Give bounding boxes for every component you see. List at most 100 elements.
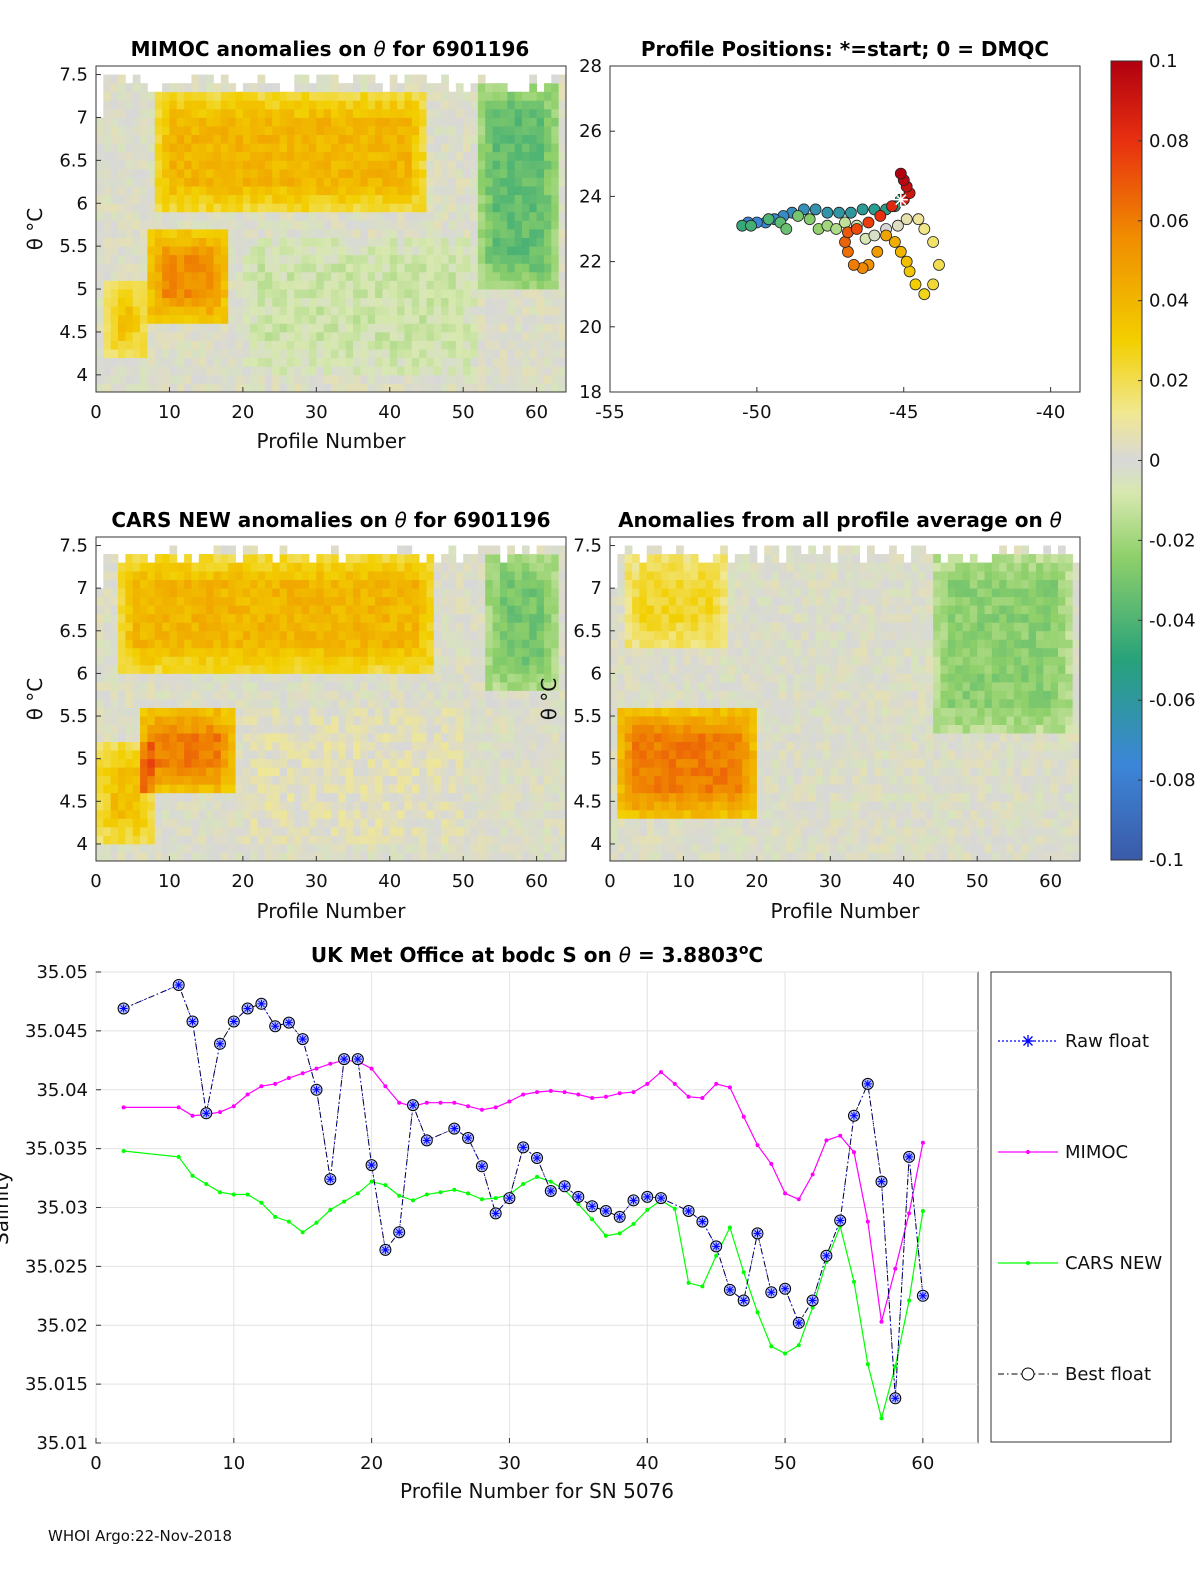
- heatmap-cell: [448, 775, 457, 785]
- heatmap-cell: [507, 843, 515, 853]
- heatmap-cell: [433, 690, 442, 700]
- position-point: [856, 203, 869, 216]
- heatmap-cell: [294, 801, 303, 811]
- heatmap-cell: [492, 289, 501, 299]
- heatmap-cell: [125, 792, 134, 802]
- heatmap-cell: [132, 237, 141, 247]
- heatmap-cell: [404, 177, 413, 187]
- heatmap-cell: [529, 289, 538, 299]
- heatmap-cell: [140, 306, 148, 316]
- heatmap-cell: [610, 647, 618, 657]
- heatmap-cell: [441, 177, 449, 187]
- heatmap-cell: [257, 203, 266, 213]
- heatmap-cell: [286, 117, 295, 127]
- heatmap-cell: [397, 203, 405, 213]
- position-point: [903, 265, 916, 278]
- heatmap-cell: [558, 716, 567, 725]
- heatmap-cell: [257, 357, 266, 367]
- heatmap-cell: [389, 314, 398, 324]
- heatmap-cell: [147, 571, 156, 581]
- heatmap-cell: [294, 826, 303, 836]
- heatmap-cell: [345, 168, 354, 178]
- heatmap-cell: [96, 306, 104, 316]
- heatmap-cell: [110, 117, 119, 127]
- heatmap-cell: [397, 254, 405, 264]
- heatmap-cell: [206, 323, 214, 333]
- heatmap-cell: [345, 554, 354, 563]
- heatmap-cell: [419, 160, 427, 170]
- heatmap-cell: [492, 681, 501, 691]
- heatmap-cell: [118, 74, 126, 84]
- heatmap-cell: [375, 767, 383, 777]
- heatmap-cell: [96, 297, 104, 307]
- heatmap-cell: [147, 809, 156, 819]
- heatmap-cell: [485, 177, 493, 187]
- heatmap-cell: [103, 835, 112, 845]
- heatmap-cell: [492, 203, 501, 213]
- heatmap-cell: [279, 100, 288, 110]
- heatmap-cell: [411, 254, 420, 264]
- heatmap-cell: [147, 758, 156, 768]
- heatmap-cell: [397, 297, 405, 307]
- heatmap-cell: [338, 297, 347, 307]
- heatmap-cell: [176, 733, 185, 743]
- heatmap-cell: [455, 852, 464, 862]
- heatmap-cell: [198, 630, 207, 640]
- heatmap-cell: [338, 168, 347, 178]
- heatmap-cell: [331, 229, 339, 238]
- heatmap-cell: [433, 108, 442, 118]
- heatmap-cell: [294, 177, 303, 187]
- heatmap-cell: [206, 237, 214, 247]
- heatmap-cell: [426, 690, 435, 700]
- ytick-label: 28: [579, 56, 602, 77]
- heatmap-cell: [250, 263, 258, 273]
- heatmap-cell: [521, 647, 530, 657]
- heatmap-cell: [419, 630, 427, 640]
- heatmap-cell: [499, 562, 508, 572]
- heatmap-cell: [242, 545, 251, 555]
- heatmap-cell: [132, 117, 141, 127]
- heatmap-cell: [426, 605, 435, 615]
- heatmap-cell: [206, 168, 214, 178]
- heatmap-cell: [411, 792, 420, 802]
- heatmap-cell: [617, 647, 626, 657]
- heatmap-cell: [257, 792, 266, 802]
- heatmap-cell: [323, 220, 332, 230]
- heatmap-cell: [389, 826, 398, 836]
- heatmap-cell: [316, 775, 325, 785]
- heatmap-cell: [279, 613, 288, 623]
- heatmap-cell: [470, 571, 479, 581]
- heatmap-cell: [250, 588, 258, 598]
- heatmap-cell: [169, 254, 178, 264]
- heatmap-cell: [507, 100, 515, 110]
- heatmap-cell: [477, 588, 486, 598]
- heatmap-cell: [169, 733, 178, 743]
- heatmap-cell: [492, 699, 501, 708]
- heatmap-cell: [411, 246, 420, 256]
- heatmap-cell: [118, 349, 126, 359]
- heatmap-cell: [301, 366, 310, 376]
- heatmap-cell: [118, 699, 126, 708]
- heatmap-cell: [382, 843, 391, 853]
- heatmap-cell: [132, 246, 141, 256]
- heatmap-cell: [125, 818, 134, 828]
- heatmap-cell: [220, 168, 229, 178]
- heatmap-cell: [353, 349, 361, 359]
- heatmap-cell: [220, 758, 229, 768]
- heatmap-cell: [331, 673, 339, 683]
- heatmap-cell: [499, 297, 508, 307]
- heatmap-cell: [110, 630, 119, 640]
- heatmap-cell: [382, 271, 391, 281]
- heatmap-cell: [441, 699, 449, 708]
- heatmap-cell: [521, 271, 530, 281]
- heatmap-cell: [96, 681, 104, 691]
- heatmap-cell: [323, 108, 332, 118]
- heatmap-cell: [353, 630, 361, 640]
- heatmap-cell: [426, 340, 435, 350]
- heatmap-cell: [316, 177, 325, 187]
- heatmap-cell: [257, 826, 266, 836]
- heatmap-cell: [264, 801, 273, 811]
- heatmap-cell: [499, 596, 508, 606]
- heatmap-cell: [499, 775, 508, 785]
